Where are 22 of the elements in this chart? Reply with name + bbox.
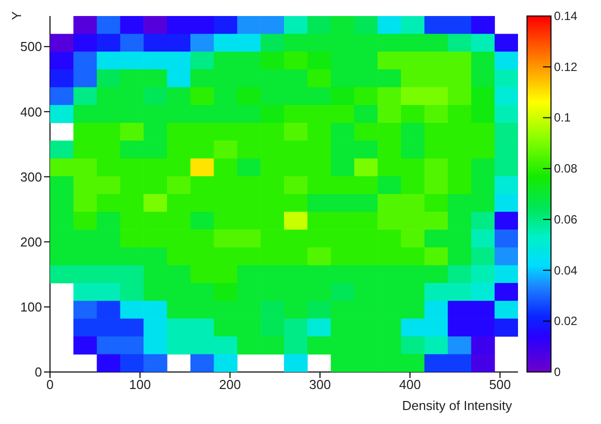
color-bar-label: 0.08: [554, 162, 578, 176]
x-tick-label: 100: [129, 377, 151, 392]
color-bar-label: 0: [554, 365, 561, 379]
color-bar-label: 0.06: [554, 212, 578, 226]
x-tick-label: 200: [219, 377, 241, 392]
color-bar-label: 0.12: [554, 60, 578, 74]
y-tick-label: 200: [20, 234, 42, 250]
y-tick-label: 100: [20, 300, 42, 315]
x-tick-label: 300: [309, 377, 331, 392]
y-tick-label: 500: [20, 39, 42, 54]
x-tick-label: 400: [399, 377, 421, 392]
color-bar-label: 0.1: [554, 110, 572, 125]
color-bar-label: 0.04: [554, 263, 578, 278]
y-axis-title: Y: [9, 11, 24, 20]
y-tick-label: 0: [34, 364, 42, 380]
color-bar-label: 0.02: [554, 314, 578, 328]
x-tick-label: 500: [489, 377, 511, 392]
x-axis-title: Density of Intensity: [402, 398, 512, 413]
y-tick-label: 400: [20, 104, 42, 120]
x-tick-label: 0: [46, 377, 54, 392]
y-tick-label: 300: [20, 169, 42, 184]
color-bar-label: 0.14: [554, 9, 578, 23]
